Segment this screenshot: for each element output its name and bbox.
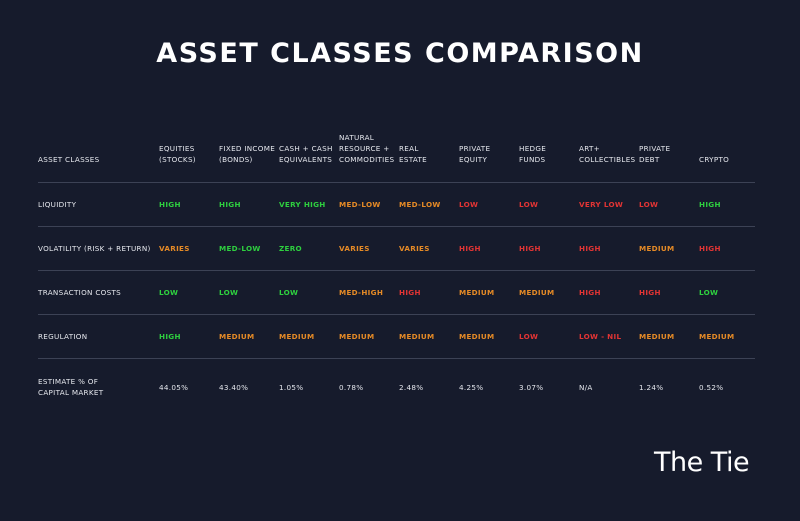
column-header: NATURAL RESOURCE + COMMODITIES — [339, 133, 395, 164]
table-cell: VARIES — [399, 244, 430, 253]
table-cell: LOW — [159, 288, 179, 297]
page-title: ASSET CLASSES COMPARISON — [156, 38, 644, 69]
table-cell: ZERO — [279, 244, 302, 253]
table-cell: LOW — [219, 288, 239, 297]
table-cell: HIGH — [699, 200, 721, 209]
table-cell: MEDIUM — [639, 244, 675, 253]
table-cell: 4.25% — [459, 382, 484, 392]
column-header: PRIVATE EQUITY — [459, 144, 491, 164]
column-header: ART+ COLLECTIBLES — [579, 144, 636, 164]
table-cell: HIGH — [579, 244, 601, 253]
table-cell: LOW — [459, 200, 479, 209]
table-cell: LOW — [639, 200, 659, 209]
table-cell: HIGH — [159, 332, 181, 341]
table-cell: 0.52% — [699, 382, 724, 392]
table-cell: LOW - NIL — [579, 332, 622, 341]
table-cell: MED-LOW — [399, 200, 441, 209]
table-cell: MEDIUM — [459, 288, 495, 297]
table-cell: LOW — [519, 332, 539, 341]
row-label: REGULATION — [38, 332, 88, 341]
brand-logo: The Tie — [654, 447, 750, 478]
table-cell: MEDIUM — [399, 332, 435, 341]
table-cell: MEDIUM — [339, 332, 375, 341]
table-cell: 0.78% — [339, 382, 364, 392]
table-cell: MEDIUM — [459, 332, 495, 341]
row-label: ESTIMATE % OF CAPITAL MARKET — [38, 377, 104, 397]
table-cell: HIGH — [639, 288, 661, 297]
table-cell: MEDIUM — [219, 332, 255, 341]
table-row: LIQUIDITY HIGH HIGH VERY HIGH MED-LOW MED-LOW… — [38, 183, 755, 227]
table-cell: HIGH — [519, 244, 541, 253]
table-cell: LOW — [519, 200, 539, 209]
table-cell: HIGH — [159, 200, 181, 209]
row-label: VOLATILITY (RISK + RETURN) — [38, 244, 151, 253]
table-row: ESTIMATE % OF CAPITAL MARKET 44.05% 43.40%… — [38, 359, 755, 415]
table-cell: LOW — [699, 288, 719, 297]
table-row: TRANSACTION COSTS LOW LOW LOW MED-HIGH HIGH ME… — [38, 271, 755, 315]
column-header: FIXED INCOME (BONDS) — [219, 144, 276, 164]
table-cell: 43.40% — [219, 382, 249, 392]
table-cell: 1.24% — [639, 382, 664, 392]
table-cell: VARIES — [339, 244, 370, 253]
comparison-table: ASSET CLASSES EQUITIES (STOCKS) FIXED INCO… — [38, 126, 755, 415]
table-cell: 44.05% — [159, 382, 189, 392]
table-cell: MEDIUM — [519, 288, 555, 297]
column-header: HEDGE FUNDS — [519, 144, 547, 164]
column-header: EQUITIES (STOCKS) — [159, 144, 196, 164]
table-cell: HIGH — [219, 200, 241, 209]
table-header-row: ASSET CLASSES EQUITIES (STOCKS) FIXED INCO… — [38, 126, 755, 183]
column-header: CRYPTO — [699, 155, 730, 164]
table-cell: MED-LOW — [339, 200, 381, 209]
table-cell: HIGH — [459, 244, 481, 253]
table-cell: 2.48% — [399, 382, 424, 392]
column-header: REAL ESTATE — [399, 144, 428, 164]
column-header: ASSET CLASSES — [38, 155, 100, 164]
table-cell: 3.07% — [519, 382, 544, 392]
table-cell: HIGH — [579, 288, 601, 297]
table-cell: 1.05% — [279, 382, 304, 392]
table-cell: N/A — [579, 382, 593, 392]
column-header: CASH + CASH EQUIVALENTS — [279, 144, 333, 164]
table-cell: HIGH — [699, 244, 721, 253]
table-cell: LOW — [279, 288, 299, 297]
column-header: PRIVATE DEBT — [639, 144, 671, 164]
table-cell: VERY HIGH — [279, 200, 326, 209]
table-cell: MEDIUM — [699, 332, 735, 341]
table-row: REGULATION HIGH MEDIUM MEDIUM MEDIUM MEDIUM ME… — [38, 315, 755, 359]
row-label: LIQUIDITY — [38, 200, 77, 209]
row-label: TRANSACTION COSTS — [38, 288, 122, 297]
table-cell: MEDIUM — [279, 332, 315, 341]
table-cell: MED-HIGH — [339, 288, 384, 297]
table-cell: VARIES — [159, 244, 190, 253]
table-cell: HIGH — [399, 288, 421, 297]
table-cell: MEDIUM — [639, 332, 675, 341]
table-row: VOLATILITY (RISK + RETURN) VARIES MED-LOW Z… — [38, 227, 755, 271]
table-cell: MED-LOW — [219, 244, 261, 253]
table-cell: VERY LOW — [579, 200, 624, 209]
